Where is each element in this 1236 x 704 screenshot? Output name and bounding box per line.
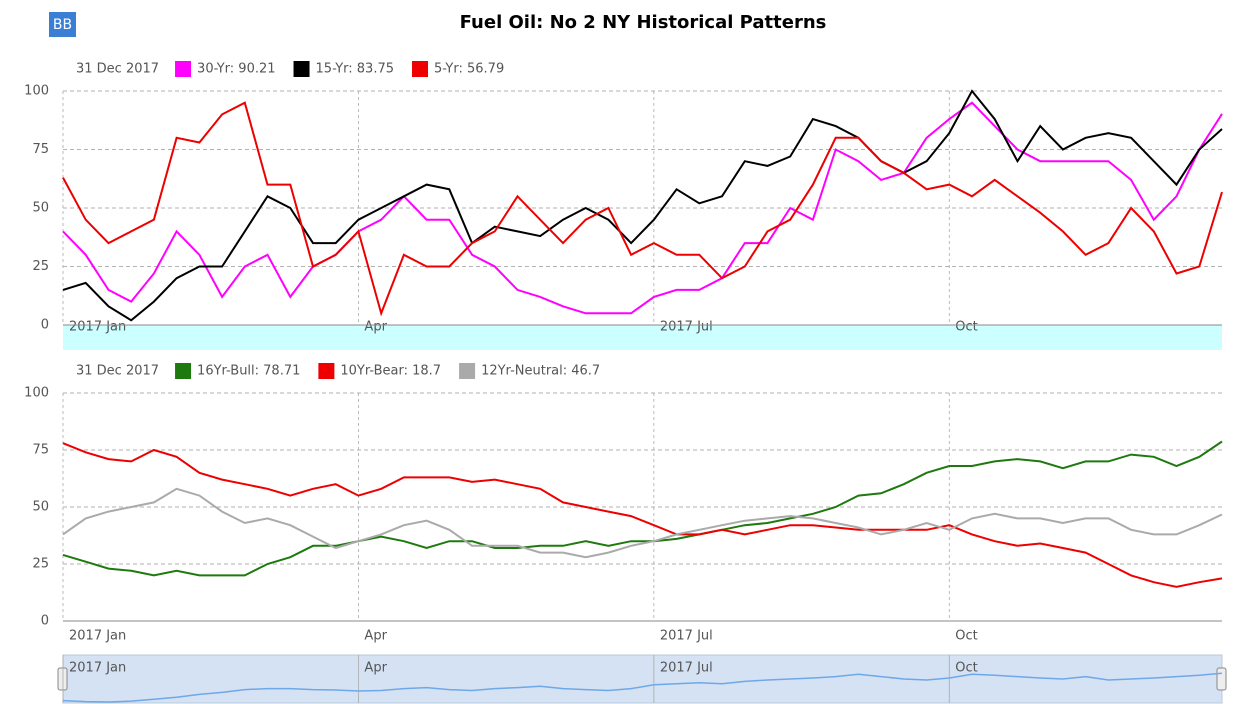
y-tick-label: 25 xyxy=(32,259,49,274)
x-tick-label: 2017 Jan xyxy=(69,320,126,335)
x-tick-label: 2017 Jan xyxy=(69,629,126,644)
y-tick-label: 100 xyxy=(24,84,49,99)
y-tick-label: 25 xyxy=(32,557,49,572)
x-tick-label: 2017 Jul xyxy=(660,320,713,335)
x-tick-label: 2017 Jul xyxy=(660,629,713,644)
legend-label: 15-Yr: 83.75 xyxy=(316,62,394,77)
y-tick-label: 100 xyxy=(24,386,49,401)
legend-label: 16Yr-Bull: 78.71 xyxy=(197,364,300,379)
x-tick-label: Oct xyxy=(955,629,977,644)
legend-date: 31 Dec 2017 xyxy=(76,364,159,379)
x-tick-label: Oct xyxy=(955,320,977,335)
legend-swatch xyxy=(175,363,192,379)
legend-label: 10Yr-Bear: 18.7 xyxy=(340,364,441,379)
x-tick-label: 2017 Jan xyxy=(69,661,126,676)
legend-swatch xyxy=(175,61,192,77)
legend-swatch xyxy=(318,363,335,379)
x-tick-label: 2017 Jul xyxy=(660,661,713,676)
legend-label: 30-Yr: 90.21 xyxy=(197,62,275,77)
x-tick-label: Apr xyxy=(364,629,387,644)
legend-label: 5-Yr: 56.79 xyxy=(434,62,504,77)
navigator-handle[interactable] xyxy=(1216,667,1227,691)
range-band xyxy=(63,325,1222,350)
legend-label: 12Yr-Neutral: 46.7 xyxy=(481,364,600,379)
series-line xyxy=(62,101,1223,317)
x-tick-label: Apr xyxy=(364,320,387,335)
series-line xyxy=(62,440,1223,577)
y-tick-label: 0 xyxy=(41,318,49,333)
legend-swatch xyxy=(293,61,310,77)
series-line xyxy=(62,89,1223,322)
navigator-background xyxy=(62,654,1223,704)
chart-title: Fuel Oil: No 2 NY Historical Patterns xyxy=(460,12,827,33)
y-tick-label: 50 xyxy=(32,201,49,216)
x-tick-label: Oct xyxy=(955,661,977,676)
x-tick-label: Apr xyxy=(364,661,387,676)
legend-swatch xyxy=(412,61,429,77)
series-line xyxy=(62,487,1223,559)
y-tick-label: 75 xyxy=(32,142,49,157)
y-tick-label: 0 xyxy=(41,614,49,629)
bb-button-label[interactable]: BB xyxy=(53,17,72,33)
navigator-handle[interactable] xyxy=(57,667,68,691)
y-tick-label: 75 xyxy=(32,443,49,458)
legend-date: 31 Dec 2017 xyxy=(76,62,159,77)
legend-swatch xyxy=(459,363,476,379)
series-line xyxy=(62,101,1223,315)
bb-button[interactable] xyxy=(49,12,76,37)
y-tick-label: 50 xyxy=(32,500,49,515)
series-line xyxy=(62,442,1223,588)
navigator-line xyxy=(62,672,1223,703)
